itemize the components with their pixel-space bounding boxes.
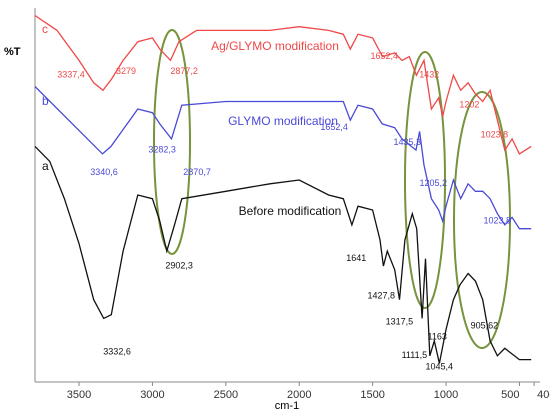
series-letter: b	[42, 94, 49, 108]
series-name: GLYMO modification	[228, 114, 338, 128]
peak-label: 1641	[346, 253, 366, 263]
x-axis-label: cm-1	[275, 400, 299, 412]
peak-label: 1435,3	[394, 137, 422, 147]
spectrum-line	[34, 145, 532, 364]
x-tick-label: 3000	[140, 389, 164, 401]
peak-label: 1432	[419, 70, 439, 80]
x-tick-label: 400	[537, 389, 550, 401]
peak-label: 1205,2	[420, 178, 448, 188]
x-tick-label: 1000	[434, 389, 458, 401]
peak-label: 1045,4	[426, 361, 454, 371]
peak-label: 3282,3	[148, 144, 176, 154]
peak-label: 1023,8	[484, 216, 512, 226]
peak-label: 1652,4	[370, 51, 398, 61]
peak-label: 905,62	[471, 320, 499, 330]
peak-label: 3337,4	[57, 70, 85, 80]
peak-label: 2877,2	[170, 66, 198, 76]
spectrum-line	[34, 14, 532, 155]
highlight-ellipse	[404, 51, 446, 309]
x-tick-label: 500	[501, 389, 519, 401]
peak-label: 1427,8	[368, 290, 396, 300]
x-tick-label: 1500	[360, 389, 384, 401]
x-tick-label: 2000	[287, 389, 311, 401]
peak-label: 3279	[116, 66, 136, 76]
peak-label: 1317,5	[386, 317, 414, 327]
peak-label: 1202	[459, 100, 479, 110]
x-tick-label: 3500	[67, 389, 91, 401]
y-axis-label: %T	[4, 46, 21, 58]
peak-label: 3332,6	[103, 346, 131, 356]
series-name: Ag/GLYMO modification	[211, 39, 339, 53]
peak-label: 1163	[428, 331, 447, 341]
series-name: Before modification	[239, 204, 342, 218]
peak-label: 1023,8	[481, 130, 509, 140]
peak-label: 1652,4	[320, 122, 348, 132]
peak-label: 2870,7	[183, 167, 211, 177]
spectrum-line	[34, 86, 532, 230]
peak-label: 1111,5	[402, 350, 428, 360]
highlight-ellipse	[153, 29, 191, 255]
series-letter: c	[42, 22, 48, 36]
x-tick-label: 2500	[214, 389, 238, 401]
series-letter: a	[42, 159, 49, 173]
peak-label: 3340,6	[90, 167, 118, 177]
peak-label: 2902,3	[165, 260, 193, 270]
